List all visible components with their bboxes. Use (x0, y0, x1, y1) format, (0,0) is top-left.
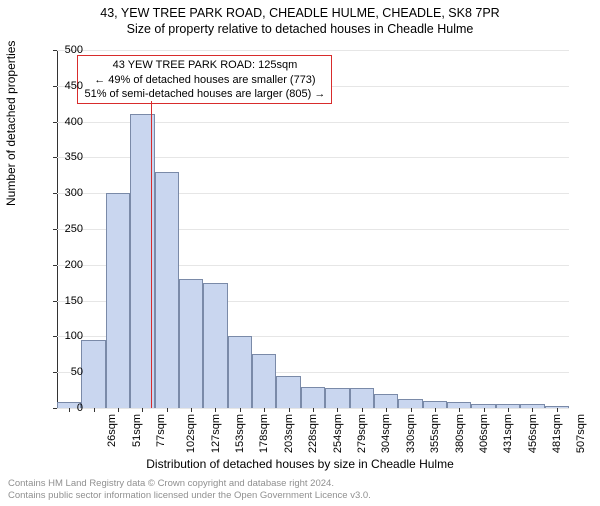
x-tick-label: 26sqm (106, 414, 118, 447)
x-tick (557, 408, 558, 412)
x-tick (118, 408, 119, 412)
x-tick (240, 408, 241, 412)
x-tick (215, 408, 216, 412)
histogram-bar (252, 354, 276, 408)
histogram-bar (350, 388, 374, 408)
x-tick (532, 408, 533, 412)
x-tick-label: 77sqm (155, 414, 167, 447)
chart-title-main: 43, YEW TREE PARK ROAD, CHEADLE HULME, C… (0, 6, 600, 20)
x-tick (386, 408, 387, 412)
x-tick (191, 408, 192, 412)
x-tick (459, 408, 460, 412)
histogram-bar (423, 401, 447, 408)
y-tick-label: 450 (65, 80, 83, 92)
histogram-bar (398, 399, 422, 408)
annotation-line1: 43 YEW TREE PARK ROAD: 125sqm (84, 58, 325, 72)
chart-title-sub: Size of property relative to detached ho… (0, 22, 600, 36)
annotation-line2: ← 49% of detached houses are smaller (77… (84, 73, 325, 87)
histogram-bar (203, 283, 227, 408)
x-tick-label: 178sqm (259, 414, 271, 453)
x-tick (289, 408, 290, 412)
x-tick (508, 408, 509, 412)
y-tick-label: 150 (65, 295, 83, 307)
x-tick-label: 127sqm (210, 414, 222, 453)
x-tick (313, 408, 314, 412)
y-tick (53, 193, 57, 194)
x-tick-label: 380sqm (454, 414, 466, 453)
y-tick (53, 336, 57, 337)
y-tick (53, 301, 57, 302)
y-tick (53, 50, 57, 51)
x-tick-label: 406sqm (478, 414, 490, 453)
x-tick-label: 254sqm (332, 414, 344, 453)
x-tick-label: 456sqm (527, 414, 539, 453)
x-tick-label: 102sqm (185, 414, 197, 453)
y-tick-label: 100 (65, 330, 83, 342)
x-tick-label: 431sqm (502, 414, 514, 453)
y-tick (53, 372, 57, 373)
x-tick-label: 203sqm (283, 414, 295, 453)
x-tick (435, 408, 436, 412)
x-tick (411, 408, 412, 412)
y-tick-label: 50 (71, 366, 83, 378)
x-tick (337, 408, 338, 412)
y-axis-title: Number of detached properties (4, 41, 18, 206)
x-tick-label: 51sqm (131, 414, 143, 447)
y-tick (53, 265, 57, 266)
x-tick (94, 408, 95, 412)
x-tick-label: 279sqm (356, 414, 368, 453)
annotation-line3: 51% of semi-detached houses are larger (… (84, 87, 325, 101)
histogram-bar (374, 394, 398, 408)
x-axis-title: Distribution of detached houses by size … (0, 457, 600, 471)
histogram-bar (81, 340, 105, 408)
histogram-bar (106, 193, 130, 408)
x-tick-label: 330sqm (405, 414, 417, 453)
y-tick (53, 157, 57, 158)
x-tick (142, 408, 143, 412)
footer-line1: Contains HM Land Registry data © Crown c… (8, 478, 371, 490)
annotation-box: 43 YEW TREE PARK ROAD: 125sqm← 49% of de… (77, 55, 332, 104)
histogram-bar (228, 336, 252, 408)
x-tick (484, 408, 485, 412)
histogram-bar (325, 388, 349, 408)
x-tick-label: 355sqm (429, 414, 441, 453)
y-tick (53, 408, 57, 409)
histogram-bar (155, 172, 179, 408)
y-tick (53, 86, 57, 87)
x-tick-label: 153sqm (234, 414, 246, 453)
x-tick (264, 408, 265, 412)
x-tick-label: 304sqm (381, 414, 393, 453)
y-tick (53, 122, 57, 123)
y-tick-label: 500 (65, 44, 83, 56)
plot-area: 43 YEW TREE PARK ROAD: 125sqm← 49% of de… (57, 50, 569, 408)
y-tick-label: 200 (65, 259, 83, 271)
chart-container: 43 YEW TREE PARK ROAD: 125sqm← 49% of de… (57, 50, 569, 408)
footer-line2: Contains public sector information licen… (8, 490, 371, 502)
histogram-bar (276, 376, 300, 408)
property-marker-line (151, 101, 153, 408)
grid-line (57, 50, 569, 51)
y-tick-label: 400 (65, 116, 83, 128)
y-tick (53, 229, 57, 230)
footer-attribution: Contains HM Land Registry data © Crown c… (8, 478, 371, 502)
histogram-bar (301, 387, 325, 408)
y-tick-label: 0 (77, 402, 83, 414)
y-tick-label: 300 (65, 187, 83, 199)
x-tick-label: 481sqm (551, 414, 563, 453)
x-tick-label: 228sqm (307, 414, 319, 453)
x-tick-label: 507sqm (576, 414, 588, 453)
histogram-bar (179, 279, 203, 408)
x-tick (167, 408, 168, 412)
y-tick-label: 350 (65, 151, 83, 163)
y-tick-label: 250 (65, 223, 83, 235)
x-tick (362, 408, 363, 412)
x-tick (69, 408, 70, 412)
